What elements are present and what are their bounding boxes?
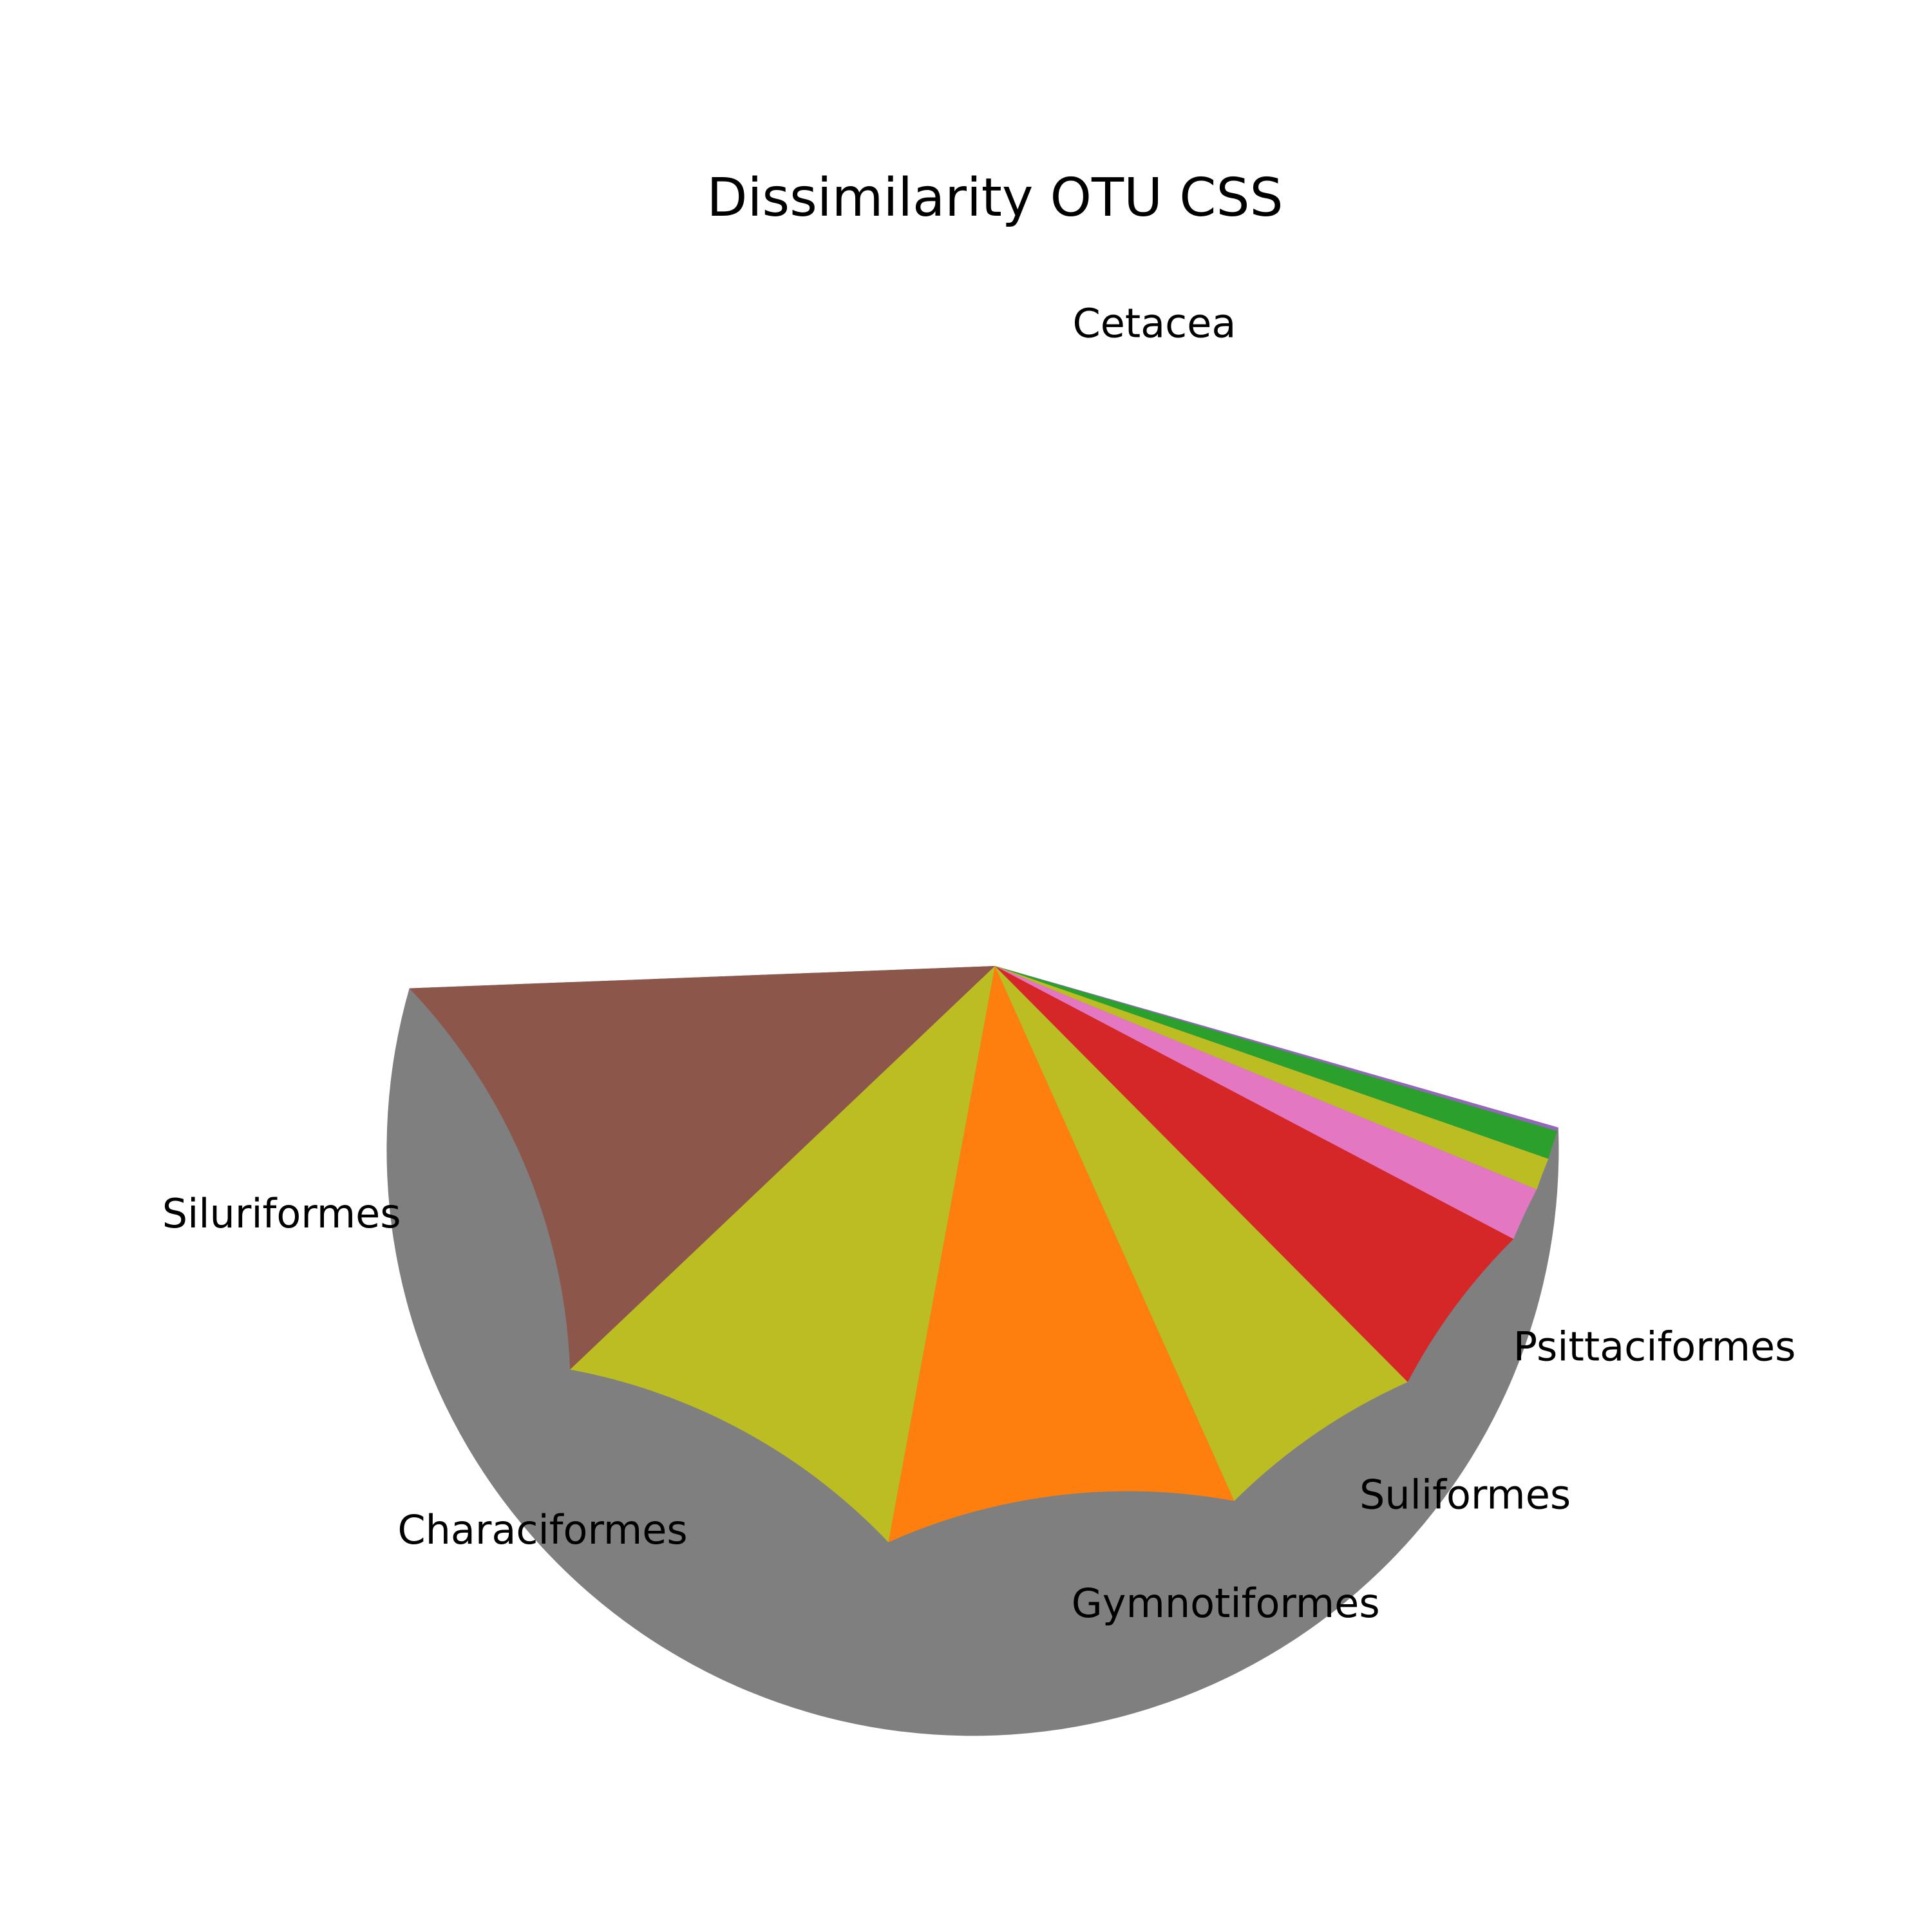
- pie-slice-unlabeled-6: [995, 966, 1537, 1239]
- pie-slice-siluriformes: [409, 966, 995, 1370]
- pie-slice-characiformes: [570, 966, 995, 1542]
- slice-label-cetacea: Cetacea: [1072, 299, 1236, 346]
- pie-slice-unlabeled-8: [995, 966, 1558, 1159]
- slice-label-siluriformes: Siluriformes: [162, 1190, 401, 1237]
- pie-slice-unlabeled-7: [995, 966, 1549, 1190]
- slice-label-gymnotiformes: Gymnotiformes: [1072, 1580, 1380, 1627]
- pie-slices: [386, 966, 1559, 1736]
- chart-title: Dissimilarity OTU CSS: [706, 167, 1283, 229]
- slice-label-characiformes: Characiformes: [397, 1506, 687, 1553]
- pie-slice-suliformes: [995, 966, 1408, 1501]
- pie-slice-gymnotiformes: [888, 966, 1235, 1542]
- slice-label-psittaciformes: Psittaciformes: [1513, 1323, 1796, 1370]
- slice-label-suliformes: Suliformes: [1359, 1472, 1571, 1519]
- pie-slice-psittaciformes: [995, 966, 1514, 1383]
- pie-labels: Cetacea Siluriformes Characiformes Gymnotif…: [162, 299, 1796, 1627]
- pie-slice-unlabeled-9: [995, 966, 1558, 1132]
